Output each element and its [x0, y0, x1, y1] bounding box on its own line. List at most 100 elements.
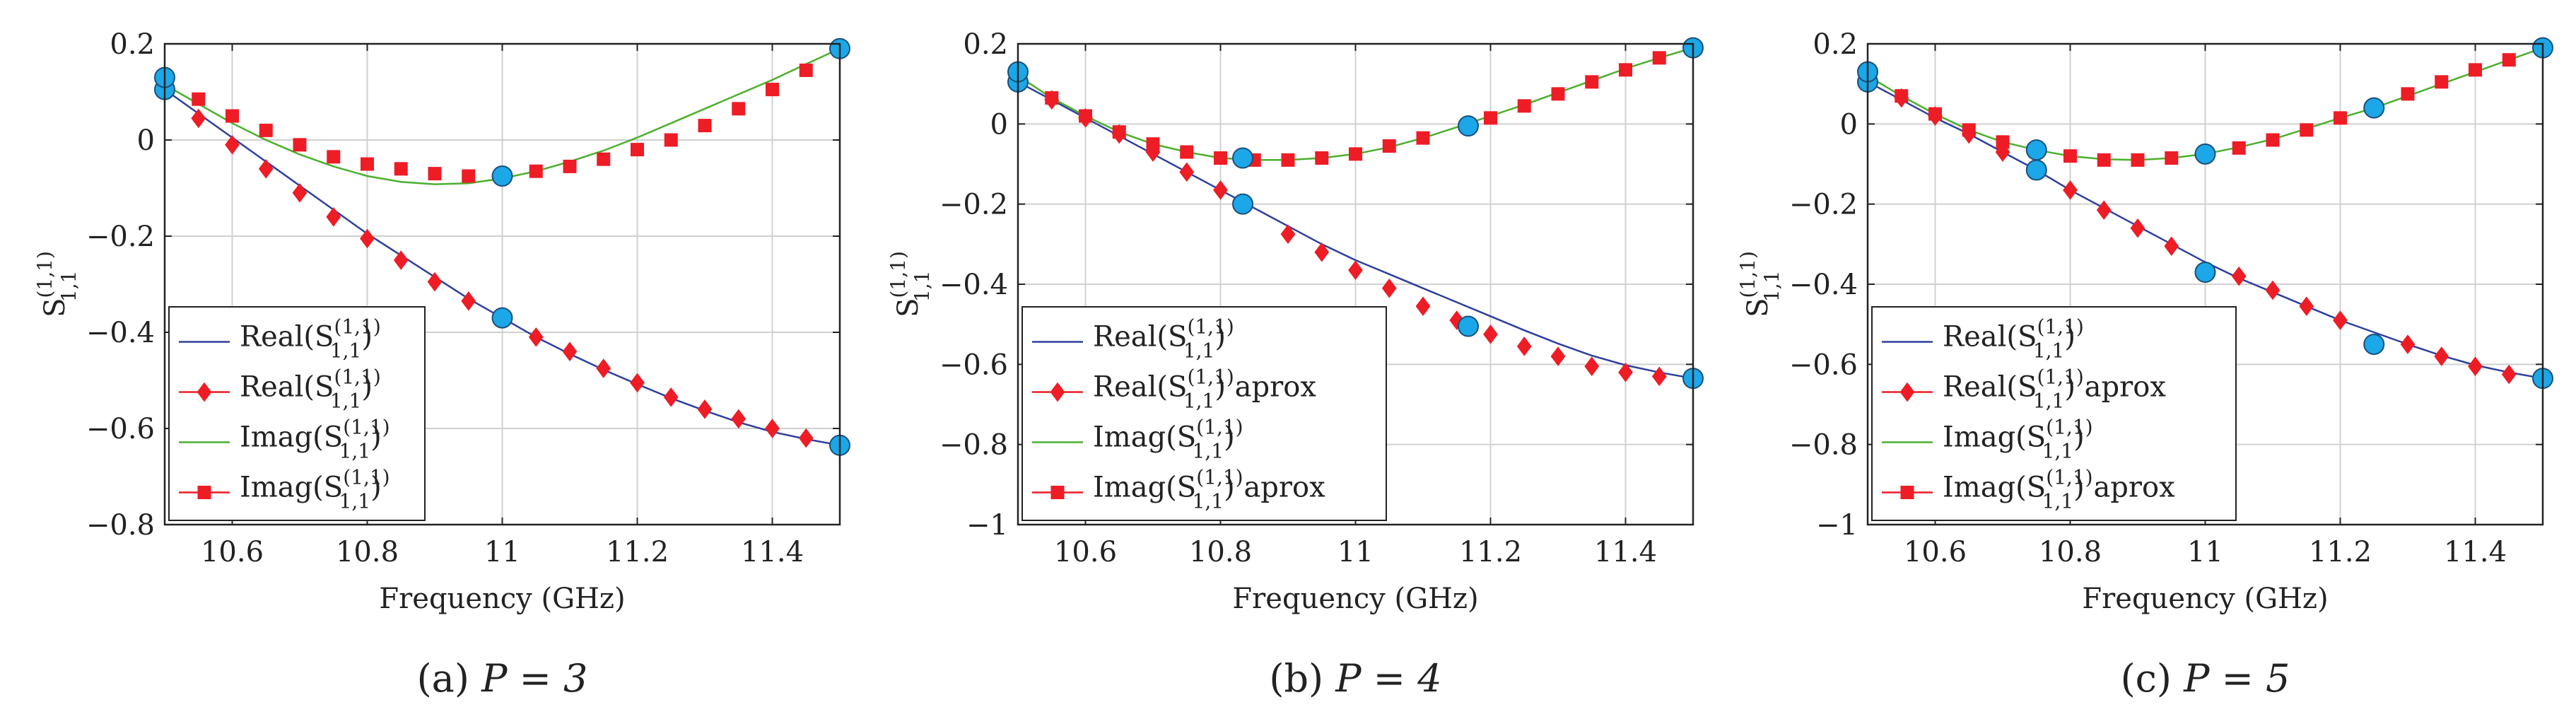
real-approx-marker: [1651, 366, 1667, 387]
legend: Real(S(1,1) 1,1)Real(S(1,1) 1,1) Imag(S(1,1…: [168, 306, 426, 521]
imag-approx-marker: [698, 119, 712, 133]
legend-swatch-marker: [1050, 486, 1065, 499]
real-approx-marker: [2501, 364, 2517, 385]
imag-approx-marker: [1180, 145, 1194, 159]
legend: Real(S(1,1) 1,1)Real(S(1,1) 1,1) aproxImag…: [1021, 306, 1387, 521]
real-approx-marker: [731, 409, 747, 429]
imag-approx-marker: [1928, 107, 1942, 121]
real-approx-marker: [2130, 218, 2145, 238]
legend: Real(S(1,1) 1,1)Real(S(1,1) 1,1) aproxImag…: [1871, 306, 2237, 521]
legend-swatch-marker: [1900, 486, 1914, 499]
real-approx-marker: [2468, 356, 2483, 377]
subfigure-caption: (c) P = 5: [2121, 656, 2290, 701]
real-approx-marker: [562, 341, 578, 362]
x-axis-label: Frequency (GHz): [2082, 583, 2328, 615]
y-tick-label: −0.2: [86, 221, 155, 253]
imag-approx-marker: [394, 162, 408, 176]
imag-approx-marker: [462, 169, 476, 183]
axes-frame: [163, 42, 841, 526]
sample-point: [2194, 262, 2216, 283]
imag-approx-marker: [2435, 75, 2449, 89]
real-approx-marker: [191, 108, 206, 129]
legend-entry: Real(S(1,1) 1,1): [1943, 315, 2084, 363]
y-axis-label: S(1,1)1,1: [1736, 251, 1784, 317]
y-tick-label: 0: [137, 124, 155, 157]
imag-approx-marker: [2165, 151, 2179, 165]
sample-point: [1232, 193, 1254, 215]
legend-entry: Real(S(1,1) 1,1): [240, 366, 381, 413]
imag-approx-marker: [664, 133, 678, 147]
plot-area: [1018, 47, 1693, 387]
y-tick-label: 0: [990, 108, 1008, 141]
imag-approx-marker: [799, 63, 813, 77]
imag-approx-marker: [2097, 153, 2111, 167]
imag-approx-marker: [597, 152, 611, 166]
x-tick-label: 11: [2187, 536, 2223, 568]
imag-approx-marker: [1382, 139, 1396, 153]
sample-point: [1457, 315, 1479, 337]
imag-approx-marker: [2502, 53, 2516, 67]
imag-approx-marker: [226, 109, 239, 123]
real-approx-marker: [2400, 334, 2416, 354]
real-approx-marker: [1381, 278, 1397, 298]
real-approx-marker: [360, 228, 375, 249]
x-tick-label: 11.2: [1459, 536, 1522, 568]
y-tick-label: −0.4: [1789, 269, 1858, 301]
real-approx-marker: [2063, 180, 2078, 200]
axes-frame: [1017, 42, 1694, 526]
y-tick-label: −1: [966, 509, 1008, 542]
real-approx-marker: [2299, 296, 2314, 316]
real-approx-marker: [2096, 200, 2112, 220]
x-tick-label: 11: [484, 536, 520, 568]
real-approx-marker: [2231, 266, 2247, 286]
sample-point: [2025, 139, 2047, 161]
real-approx-marker: [765, 419, 780, 438]
x-tick-label: 10.6: [201, 536, 264, 568]
sample-point: [491, 307, 513, 329]
legend-entry: Imag(S(1,1) 1,1): [240, 466, 390, 513]
y-tick-label: −0.2: [1789, 189, 1858, 221]
x-tick-label: 11: [1337, 536, 1374, 568]
sample-point: [1457, 115, 1479, 137]
y-tick-label: 0.2: [1813, 28, 1858, 61]
real-approx-marker: [2164, 236, 2179, 256]
x-tick-label: 11.4: [1594, 536, 1657, 568]
imag-approx-marker: [1484, 111, 1497, 125]
imag-approx-marker: [1045, 91, 1059, 105]
real-approx-marker: [1213, 180, 1228, 200]
sample-point: [491, 165, 513, 187]
y-tick-label: −0.4: [939, 269, 1008, 301]
x-tick-label: 10.8: [2039, 536, 2102, 568]
real-approx-marker: [461, 291, 476, 311]
x-tick-label: 10.8: [1189, 536, 1252, 568]
real-approx-marker: [225, 134, 240, 155]
legend-swatch-marker: [197, 382, 212, 402]
imag-approx-marker: [2063, 149, 2077, 163]
real-approx-marker: [663, 387, 679, 407]
imag-approx-marker: [1585, 75, 1599, 89]
subplot-a: 10.6 10.8 11 11.2 11.4 −0.8 −0.6 −0.4 −0.2 0 0.2 Re…: [33, 28, 850, 701]
legend-swatch-marker: [1050, 382, 1065, 402]
real-approx-marker: [1415, 296, 1431, 316]
real-approx-marker: [798, 428, 814, 448]
axes-frame: [1866, 42, 2544, 526]
sample-point: [2025, 159, 2047, 181]
real-approx-marker: [1314, 242, 1330, 262]
imag-approx-marker: [327, 150, 341, 164]
x-tick-label: 11.2: [2309, 536, 2372, 568]
subplot-b: 10.6 10.8 11 11.2 11.4 −1 −0.8 −0.6 −0.4 −0.2 0 0.2…: [886, 28, 1704, 701]
y-tick-label: 0.2: [110, 28, 155, 61]
imag-approx-marker: [1146, 137, 1160, 151]
x-tick-label: 11.4: [741, 536, 804, 568]
real-approx-marker: [258, 158, 274, 179]
legend-entry: Imag(S(1,1) 1,1) aprox: [1093, 466, 1325, 513]
subfigure-caption: (b) P = 4: [1269, 656, 1441, 701]
y-tick-label: −0.6: [1789, 349, 1858, 381]
legend-swatch-marker: [1899, 382, 1915, 402]
legend-entry: Real(S(1,1) 1,1): [240, 315, 381, 363]
imag-approx-marker: [1281, 153, 1295, 167]
real-approx-marker: [697, 399, 713, 419]
legend-entry: Real(S(1,1) 1,1): [1093, 315, 1234, 363]
imag-approx-marker: [1962, 123, 1976, 137]
